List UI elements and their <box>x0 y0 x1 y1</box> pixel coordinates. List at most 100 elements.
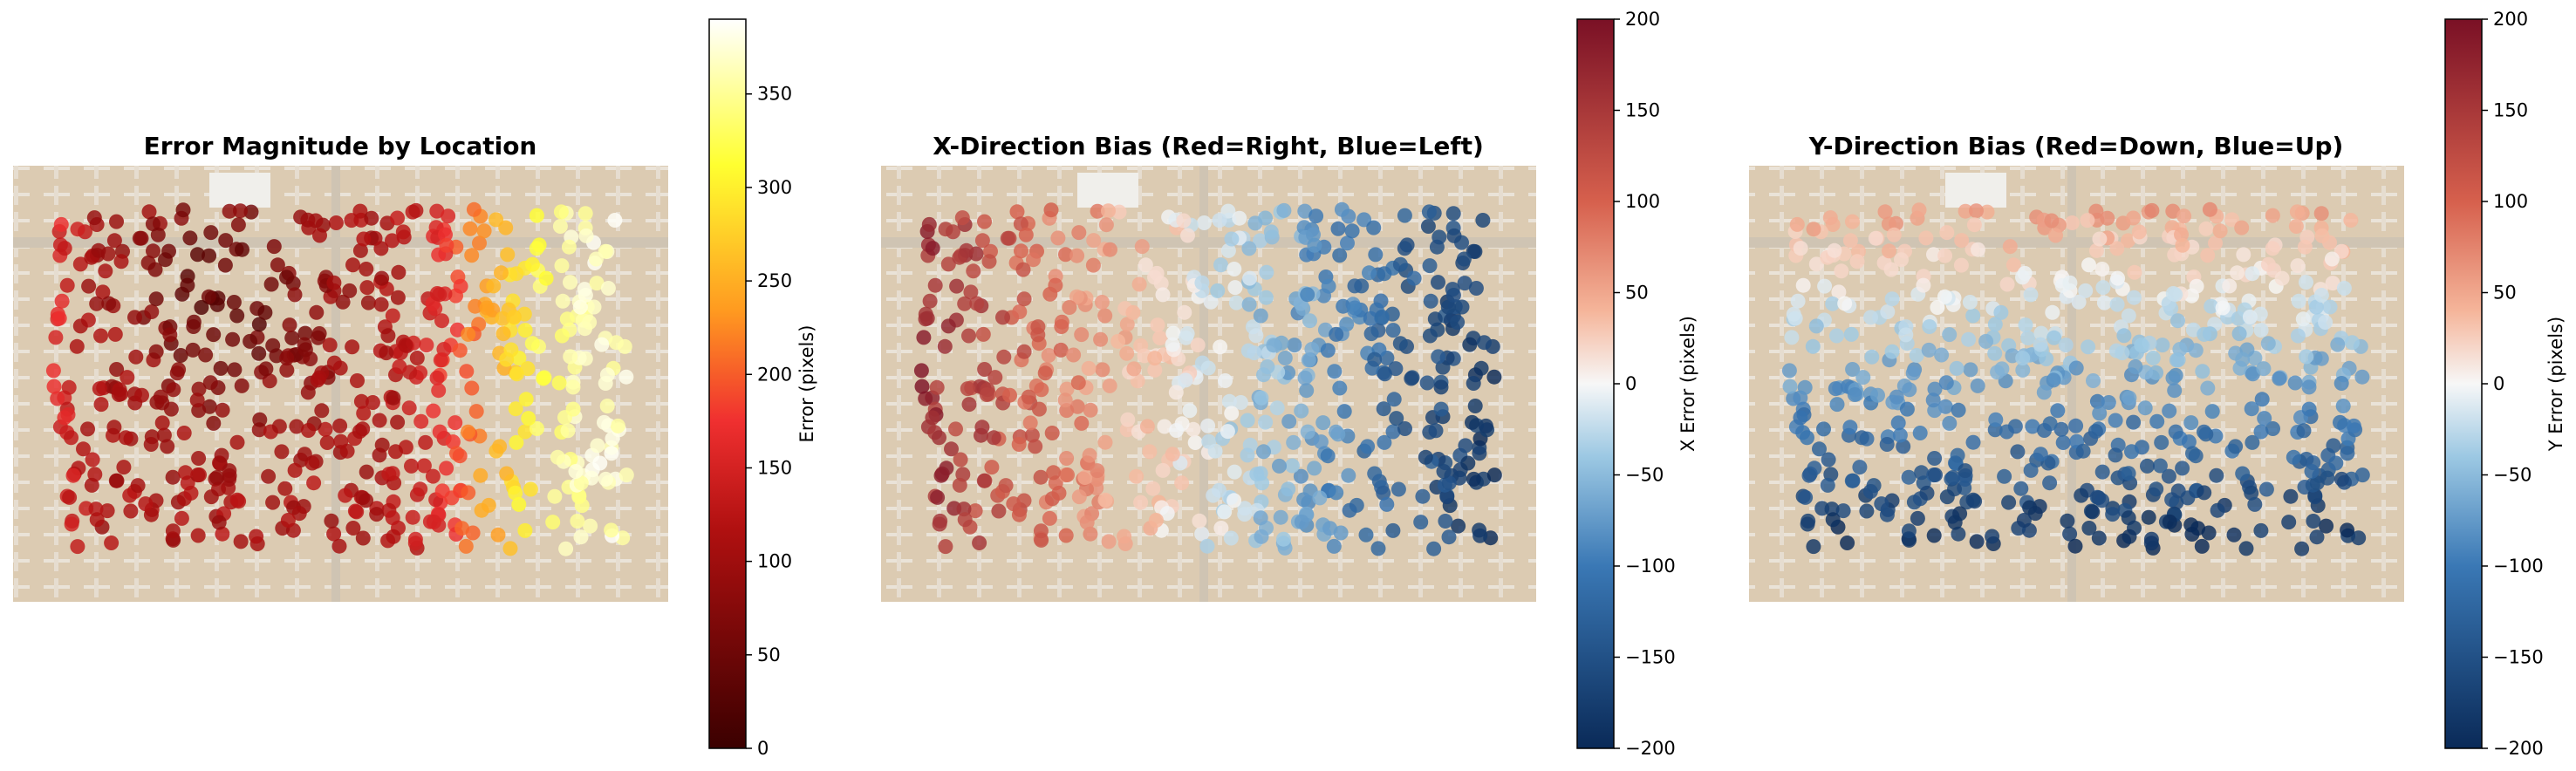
scatter-point <box>2301 379 2317 395</box>
scatter-point <box>148 344 164 359</box>
scatter-point <box>944 441 959 457</box>
scatter-point <box>65 467 81 483</box>
scatter-point <box>1914 465 1930 481</box>
scatter-point <box>2016 513 2032 528</box>
scatter-point <box>1227 262 1242 276</box>
scatter-point <box>335 294 351 310</box>
scatter-point <box>1074 415 1090 431</box>
scatter-point <box>938 539 953 555</box>
scatter-point <box>1057 392 1073 408</box>
scatter-point <box>1021 389 1036 405</box>
scatter-point <box>416 458 432 474</box>
scatter-point <box>50 391 65 406</box>
scatter-point <box>2078 283 2094 298</box>
scatter-point <box>981 254 997 270</box>
scatter-point <box>2025 419 2040 434</box>
scatter-point <box>173 348 188 363</box>
scatter-point <box>2126 414 2142 430</box>
scatter-point <box>2253 424 2269 440</box>
scatter-point <box>1911 202 1927 218</box>
scatter-point <box>279 351 295 366</box>
scatter-point <box>380 328 396 344</box>
scatter-point <box>1379 496 1395 512</box>
scatter-point <box>1820 477 1835 493</box>
scatter-point <box>1938 375 1954 391</box>
colorbar-tick-label: 250 <box>757 270 792 291</box>
panel-y-bias: Y-Direction Bias (Red=Down, Blue=Up) −20… <box>1749 9 2566 759</box>
scatter-point <box>2296 423 2312 439</box>
scatter-point <box>192 467 207 482</box>
scatter-point <box>1253 233 1268 249</box>
scatter-point <box>1422 328 1438 344</box>
scatter-point <box>243 333 258 349</box>
scatter-point <box>1840 536 1855 550</box>
scatter-point <box>1294 514 1309 529</box>
scatter-point <box>468 298 483 314</box>
scatter-point <box>1200 418 1216 433</box>
scatter-point <box>407 531 423 547</box>
scatter-point <box>913 363 929 379</box>
scatter-point <box>610 418 625 433</box>
scatter-point <box>2333 414 2347 430</box>
scatter-point <box>1979 204 1995 220</box>
scatter-point <box>213 360 229 376</box>
scatter-point <box>1852 460 1868 475</box>
scatter-point <box>573 529 589 545</box>
scatter-point <box>93 328 108 344</box>
scatter-point <box>339 443 355 459</box>
scatter-point <box>520 361 536 377</box>
scatter-point <box>2165 203 2181 219</box>
scatter-point <box>588 251 604 267</box>
scatter-point <box>191 381 207 397</box>
scatter-point <box>401 400 417 416</box>
scatter-point <box>217 257 233 273</box>
scatter-point <box>2175 237 2190 253</box>
scatter-point <box>191 451 207 466</box>
scatter-point <box>1949 360 1964 376</box>
scatter-point <box>359 280 375 296</box>
scatter-point <box>2200 380 2216 396</box>
scatter-point <box>355 530 371 546</box>
scatter-point <box>599 399 615 413</box>
scatter-point <box>578 228 594 243</box>
scatter-point <box>352 242 368 258</box>
scatter-point <box>2128 359 2143 374</box>
scatter-point <box>1808 318 1824 334</box>
scatter-point <box>2121 466 2136 481</box>
scatter-point <box>1890 415 1906 431</box>
scatter-point <box>2122 390 2137 406</box>
scatter-point <box>2115 345 2130 361</box>
scatter-point <box>227 362 243 378</box>
scatter-point <box>2235 466 2251 481</box>
scatter-point <box>1366 220 1382 235</box>
scatter-point <box>64 516 79 532</box>
scatter-point <box>1082 447 1097 463</box>
scatter-point <box>2042 475 2058 491</box>
scatter-point <box>373 241 389 256</box>
scatter-point <box>1999 276 2015 292</box>
scatter-point <box>138 496 154 512</box>
scatter-point <box>933 467 949 483</box>
scatter-point <box>174 510 189 526</box>
colorbar-tick-label: −150 <box>2493 647 2544 668</box>
scatter-point <box>2091 530 2107 546</box>
scatter-point <box>1985 529 2000 544</box>
scatter-point <box>1120 412 1136 427</box>
scatter-point <box>409 351 425 365</box>
scatter-point <box>2116 328 2132 344</box>
scatter-point <box>229 308 245 324</box>
scatter-point <box>2340 522 2355 538</box>
scatter-point <box>291 506 307 522</box>
scatter-point <box>425 468 441 484</box>
scatter-point <box>2212 223 2228 239</box>
scatter-point <box>331 538 347 554</box>
scatter-point <box>1000 230 1015 246</box>
scatter-point <box>1182 403 1198 419</box>
scatter-point <box>261 468 277 484</box>
scatter-point <box>134 387 149 403</box>
scatter-point <box>1421 204 1437 220</box>
scatter-point <box>517 424 533 440</box>
scatter-point <box>2314 228 2330 243</box>
scatter-point <box>2245 266 2260 282</box>
scatter-point <box>1413 515 1429 530</box>
